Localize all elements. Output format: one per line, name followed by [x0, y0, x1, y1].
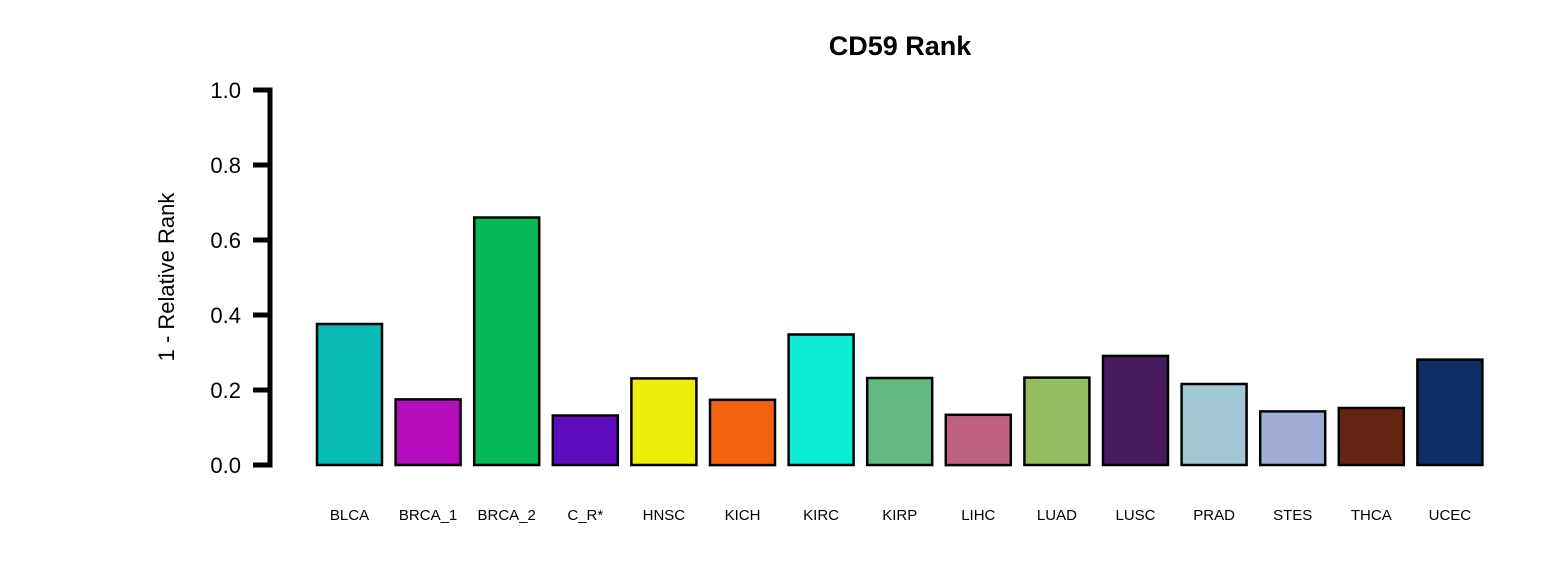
x-tick-label: BRCA_1 [399, 507, 457, 524]
x-tick-label: LIHC [961, 507, 995, 524]
x-tick-label: C_R* [567, 507, 603, 524]
y-tick-label: 0.6 [210, 228, 241, 253]
bar-thca [1337, 406, 1406, 467]
x-tick-label: THCA [1351, 507, 1392, 524]
y-axis: 0.0 0.2 0.4 0.6 0.8 1.0 [210, 78, 273, 478]
x-tick-label: KIRC [803, 507, 839, 524]
y-tick-label: 0.0 [210, 453, 241, 478]
chart-title: CD59 Rank [829, 31, 973, 61]
bar-lusc [1101, 354, 1170, 467]
bar-luad [1023, 376, 1091, 467]
y-tick-label: 0.4 [210, 303, 241, 328]
bar-brca-2 [472, 216, 541, 467]
x-tick-label: LUAD [1037, 507, 1077, 524]
bar-hnsc [630, 377, 698, 467]
bar-blca [315, 322, 384, 467]
bar-prad [1180, 382, 1248, 467]
bar-kirc [787, 333, 855, 467]
bar-lihc [944, 413, 1013, 467]
bar-brca-1 [394, 398, 462, 467]
x-tick-label: BLCA [330, 507, 369, 524]
bar-kich [708, 398, 777, 467]
y-tick-label: 0.8 [210, 153, 241, 178]
x-tick-label: KIRP [882, 507, 917, 524]
bar-c-r- [551, 414, 620, 467]
bar-ucec [1416, 358, 1484, 467]
x-tick-label: KICH [725, 507, 761, 524]
x-tick-label: LUSC [1115, 507, 1155, 524]
y-tick-label: 1.0 [210, 78, 241, 103]
y-tick-label: 0.2 [210, 378, 241, 403]
x-tick-label: HNSC [643, 507, 686, 524]
bars [315, 216, 1484, 467]
x-tick-label: STES [1273, 507, 1312, 524]
x-tick-label: BRCA_2 [478, 507, 536, 524]
y-axis-label: 1 - Relative Rank [154, 192, 179, 362]
x-tick-labels: BLCA BRCA_1 BRCA_2 C_R* HNSC KICH KIRC KIRP LIHC… [330, 507, 1471, 524]
bar-kirp [865, 376, 934, 467]
x-tick-label: PRAD [1193, 507, 1235, 524]
x-tick-label: UCEC [1429, 507, 1472, 524]
bar-stes [1258, 410, 1327, 467]
